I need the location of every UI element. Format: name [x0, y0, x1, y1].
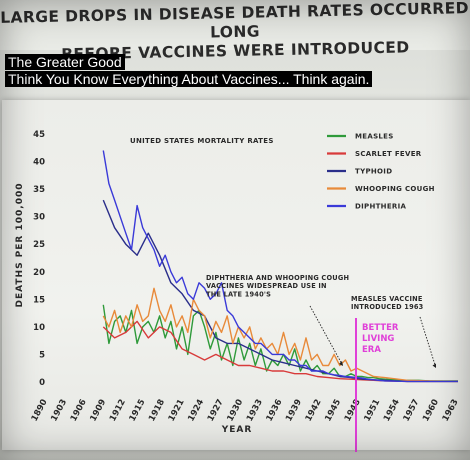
title-board	[0, 0, 470, 50]
legend-entry: MEASLES	[355, 133, 394, 141]
x-tick-label: 1951	[362, 398, 382, 424]
caption-line-2: Think You Know Everything About Vaccines…	[5, 71, 373, 87]
annotation-text: DIPHTHERIA AND WHOOPING COUGH	[206, 274, 349, 282]
era-label: ERA	[362, 345, 381, 355]
x-tick-label: 1912	[108, 398, 128, 424]
x-tick-label: 1909	[88, 398, 108, 424]
y-tick-label: 40	[33, 158, 45, 168]
x-tick-label: 1963	[441, 398, 461, 424]
series-line	[102, 150, 458, 383]
legend-entry: SCARLET FEVER	[355, 150, 422, 158]
caption-line-1: The Greater Good	[5, 54, 125, 70]
y-tick-label: 35	[33, 185, 45, 195]
x-tick-label: 1957	[402, 398, 422, 424]
x-tick-label: 1948	[343, 398, 363, 424]
x-tick-label: 1942	[304, 398, 324, 424]
x-tick-label: 1939	[284, 398, 304, 424]
y-axis-label: DEATHS PER 100,000	[15, 183, 25, 308]
legend: MEASLES SCARLET FEVER TYPHOID WHOOPING COUG…	[327, 133, 435, 211]
series-lines	[102, 150, 459, 383]
annotation-arrowhead	[432, 363, 436, 368]
y-tick-label: 5	[39, 350, 45, 360]
y-tick-label: 20	[33, 268, 45, 278]
y-tick-label: 30	[33, 213, 45, 223]
series-line	[102, 320, 458, 383]
chart-poster	[2, 100, 470, 450]
era-label: BETTER	[362, 323, 399, 333]
x-tick-label: 1915	[128, 398, 148, 424]
chart-subtitle: UNITED STATES MORTALITY RATES	[130, 137, 274, 145]
series-line	[102, 304, 458, 382]
x-tick-label: 1933	[245, 398, 265, 424]
y-tick-label: 10	[33, 323, 45, 333]
x-tick-label: 1945	[323, 398, 343, 424]
y-tick-label: 45	[33, 130, 45, 140]
x-tick-label: 1903	[49, 398, 69, 424]
x-tick-label: 1936	[265, 398, 285, 424]
legend-entry: DIPHTHERIA	[355, 203, 407, 211]
x-axis-label: YEAR	[221, 425, 253, 435]
annotation-arrowhead	[339, 361, 343, 366]
annotation-text: VACCINES WIDESPREAD USE IN	[206, 282, 327, 290]
legend-entry: TYPHOID	[355, 168, 392, 176]
x-tick-label: 1930	[225, 398, 245, 424]
x-tick-label: 1918	[147, 398, 167, 424]
y-tick-label: 15	[33, 295, 45, 305]
annotation-arrow	[419, 316, 437, 369]
x-tick-label: 1954	[382, 398, 402, 424]
annotation-arrow	[309, 305, 344, 367]
x-tick-label: 1921	[167, 398, 187, 424]
x-tick-label: 1906	[69, 398, 89, 424]
y-tick-label: 25	[33, 240, 45, 250]
x-tick-label: 1924	[186, 398, 206, 424]
x-tick-label: 1890	[30, 398, 50, 424]
series-line	[102, 287, 459, 383]
annotation-text: THE LATE 1940'S	[206, 290, 271, 298]
x-tick-label: 1960	[421, 398, 441, 424]
legend-entry: WHOOPING COUGH	[355, 185, 435, 193]
annotation-text: MEASLES VACCINE	[351, 295, 423, 303]
era-label: LIVING	[362, 334, 394, 344]
x-tick-label: 1927	[206, 398, 226, 424]
y-tick-label: 0	[39, 378, 45, 388]
annotation-text: INTRODUCED 1963	[351, 303, 424, 311]
